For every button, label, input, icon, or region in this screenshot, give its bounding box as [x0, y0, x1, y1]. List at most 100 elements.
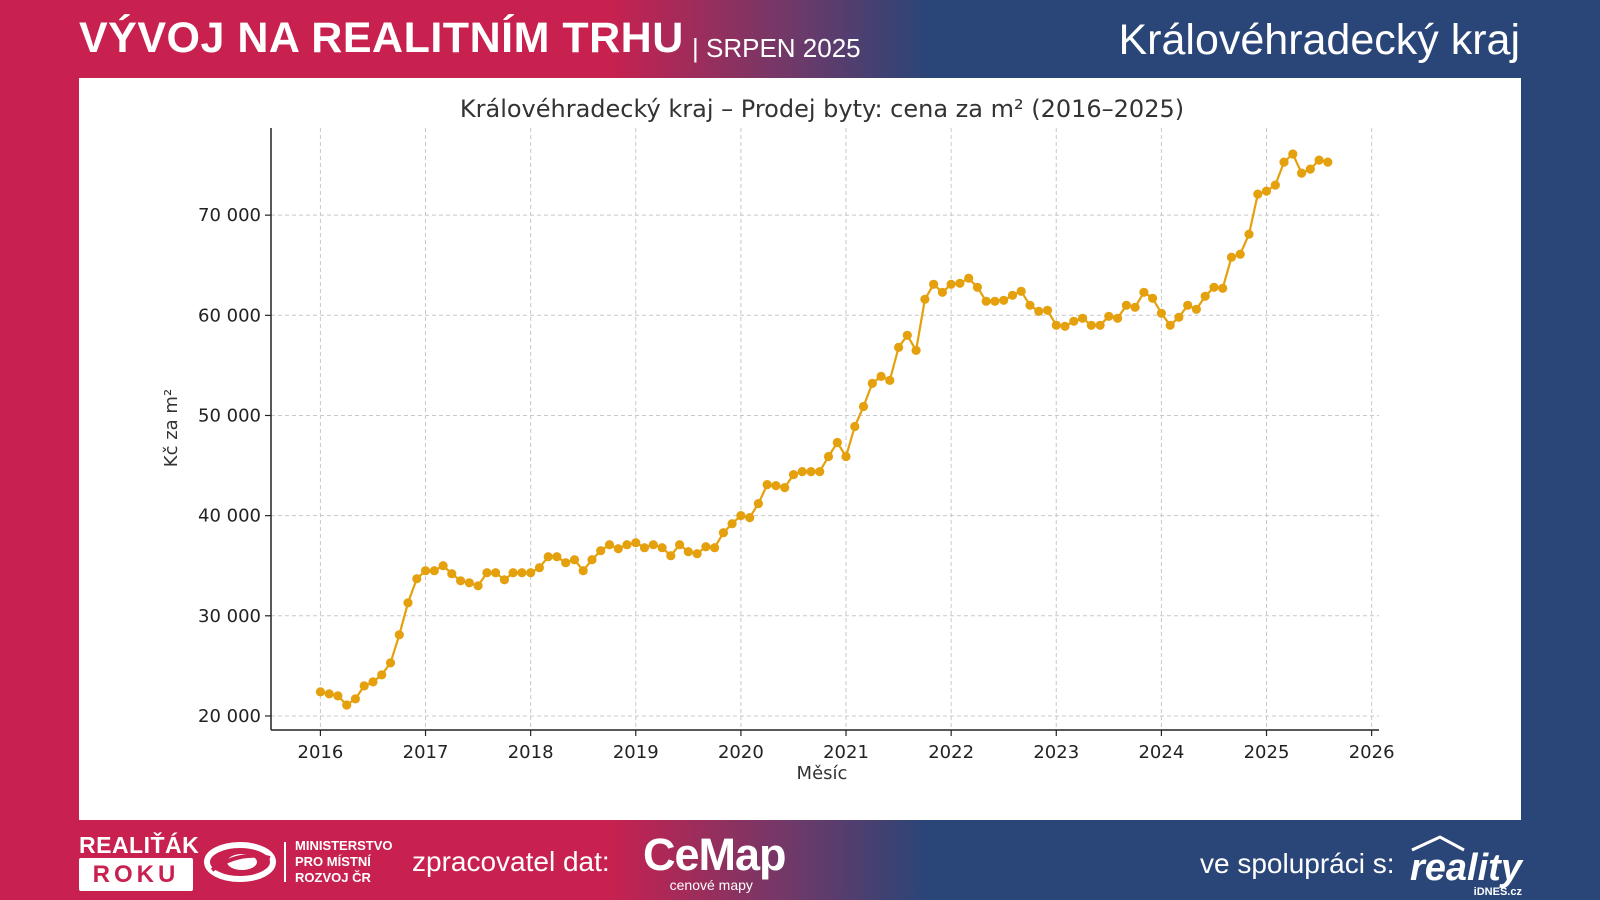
header-title: VÝVOJ NA REALITNÍM TRHU: [79, 14, 684, 62]
x-tick-label: 2026: [1349, 742, 1395, 763]
cemap-logo: CeMap cenové mapy: [643, 829, 787, 893]
data-point: [894, 342, 904, 352]
cemap-name: CeMap: [643, 829, 787, 880]
data-point: [1165, 320, 1175, 330]
data-point: [1086, 320, 1096, 330]
data-point: [964, 273, 974, 283]
data-point: [858, 401, 869, 412]
y-tick-label: 60 000: [198, 305, 261, 326]
header-region: Královéhradecký kraj: [1118, 16, 1520, 64]
data-point: [946, 279, 956, 289]
data-point: [1244, 229, 1254, 239]
data-point: [1042, 305, 1053, 315]
data-point: [710, 543, 720, 553]
data-point: [1218, 283, 1228, 293]
data-point: [613, 544, 623, 554]
data-point: [788, 470, 799, 480]
data-point: [727, 519, 737, 529]
cemap-subtitle: cenové mapy: [669, 877, 753, 893]
data-point: [867, 378, 877, 388]
data-point: [1235, 249, 1245, 259]
data-point: [1226, 252, 1237, 262]
data-point: [1174, 312, 1184, 322]
reality-idnes-logo: reality iDNES.cz: [1410, 836, 1522, 898]
reality-subtitle: iDNES.cz: [1473, 886, 1522, 898]
data-point: [990, 296, 1000, 306]
data-point: [832, 437, 842, 448]
x-tick-label: 2025: [1244, 742, 1290, 763]
data-point: [631, 538, 641, 548]
data-point: [972, 282, 983, 292]
series-line: [320, 152, 1329, 707]
reality-name: reality: [1410, 847, 1522, 889]
data-point: [1034, 306, 1044, 316]
ministry-name: MINISTERSTVO PRO MÍSTNÍ ROZVOJ ČR: [295, 838, 393, 885]
data-point: [1200, 291, 1210, 301]
y-tick-label: 40 000: [198, 506, 261, 527]
data-point: [666, 551, 676, 561]
data-point: [517, 568, 527, 578]
data-point: [526, 568, 536, 578]
data-point: [692, 549, 702, 559]
data-point: [1025, 300, 1035, 310]
data-point: [911, 345, 921, 355]
chart-title: Královéhradecký kraj – Prodej byty: cena…: [460, 95, 1184, 123]
data-point: [1095, 320, 1105, 330]
realitak-logo-text: REALIŤÁK: [79, 832, 200, 858]
header-subtitle: | SRPEN 2025: [692, 33, 861, 63]
x-tick-label: 2023: [1033, 742, 1079, 763]
data-point: [385, 658, 396, 668]
data-point: [1051, 320, 1061, 330]
data-point: [1156, 308, 1166, 318]
data-point: [1261, 186, 1272, 196]
data-point: [1297, 168, 1307, 178]
y-tick-label: 70 000: [198, 205, 261, 226]
data-point: [648, 540, 658, 550]
y-tick-label: 20 000: [198, 706, 261, 727]
data-point: [324, 689, 334, 699]
y-tick-label: 30 000: [198, 606, 261, 627]
data-point: [561, 558, 571, 568]
x-tick-label: 2018: [508, 742, 554, 763]
x-tick-label: 2024: [1138, 742, 1184, 763]
data-point: [1279, 157, 1289, 167]
data-point: [1104, 311, 1114, 321]
data-point: [315, 687, 325, 697]
data-point: [753, 499, 764, 509]
collaboration-label: ve spolupráci s:: [1200, 848, 1395, 879]
data-point: [823, 451, 834, 462]
x-tick-label: 2019: [613, 742, 659, 763]
data-point: [464, 578, 474, 588]
data-point: [596, 546, 606, 556]
data-point: [929, 279, 939, 289]
data-point: [797, 467, 807, 477]
data-point: [1130, 302, 1140, 312]
x-tick-label: 2017: [403, 742, 449, 763]
data-point: [482, 568, 492, 578]
data-point: [604, 540, 615, 550]
data-point: [578, 566, 588, 576]
data-point: [1305, 164, 1315, 174]
data-point: [1016, 286, 1026, 296]
data-point: [403, 598, 413, 608]
data-point: [876, 371, 886, 381]
data-point: [508, 568, 518, 578]
price-chart: Královéhradecký kraj – Prodej byty: cena…: [161, 95, 1395, 784]
data-point: [377, 670, 387, 680]
x-tick-label: 2022: [928, 742, 974, 763]
x-axis-label: Měsíc: [797, 763, 848, 784]
data-point: [806, 467, 816, 477]
processor-label: zpracovatel dat:: [412, 846, 610, 877]
data-point: [491, 568, 501, 578]
data-point: [999, 295, 1009, 305]
data-point: [771, 481, 781, 491]
roku-logo-text: ROKU: [79, 858, 193, 891]
data-point: [368, 677, 378, 687]
ministry-logo-icon: [204, 842, 276, 882]
data-point: [420, 566, 431, 576]
data-point: [745, 513, 755, 523]
data-point: [569, 555, 580, 565]
data-point: [622, 540, 632, 550]
data-point: [552, 552, 562, 562]
data-point: [937, 287, 948, 297]
